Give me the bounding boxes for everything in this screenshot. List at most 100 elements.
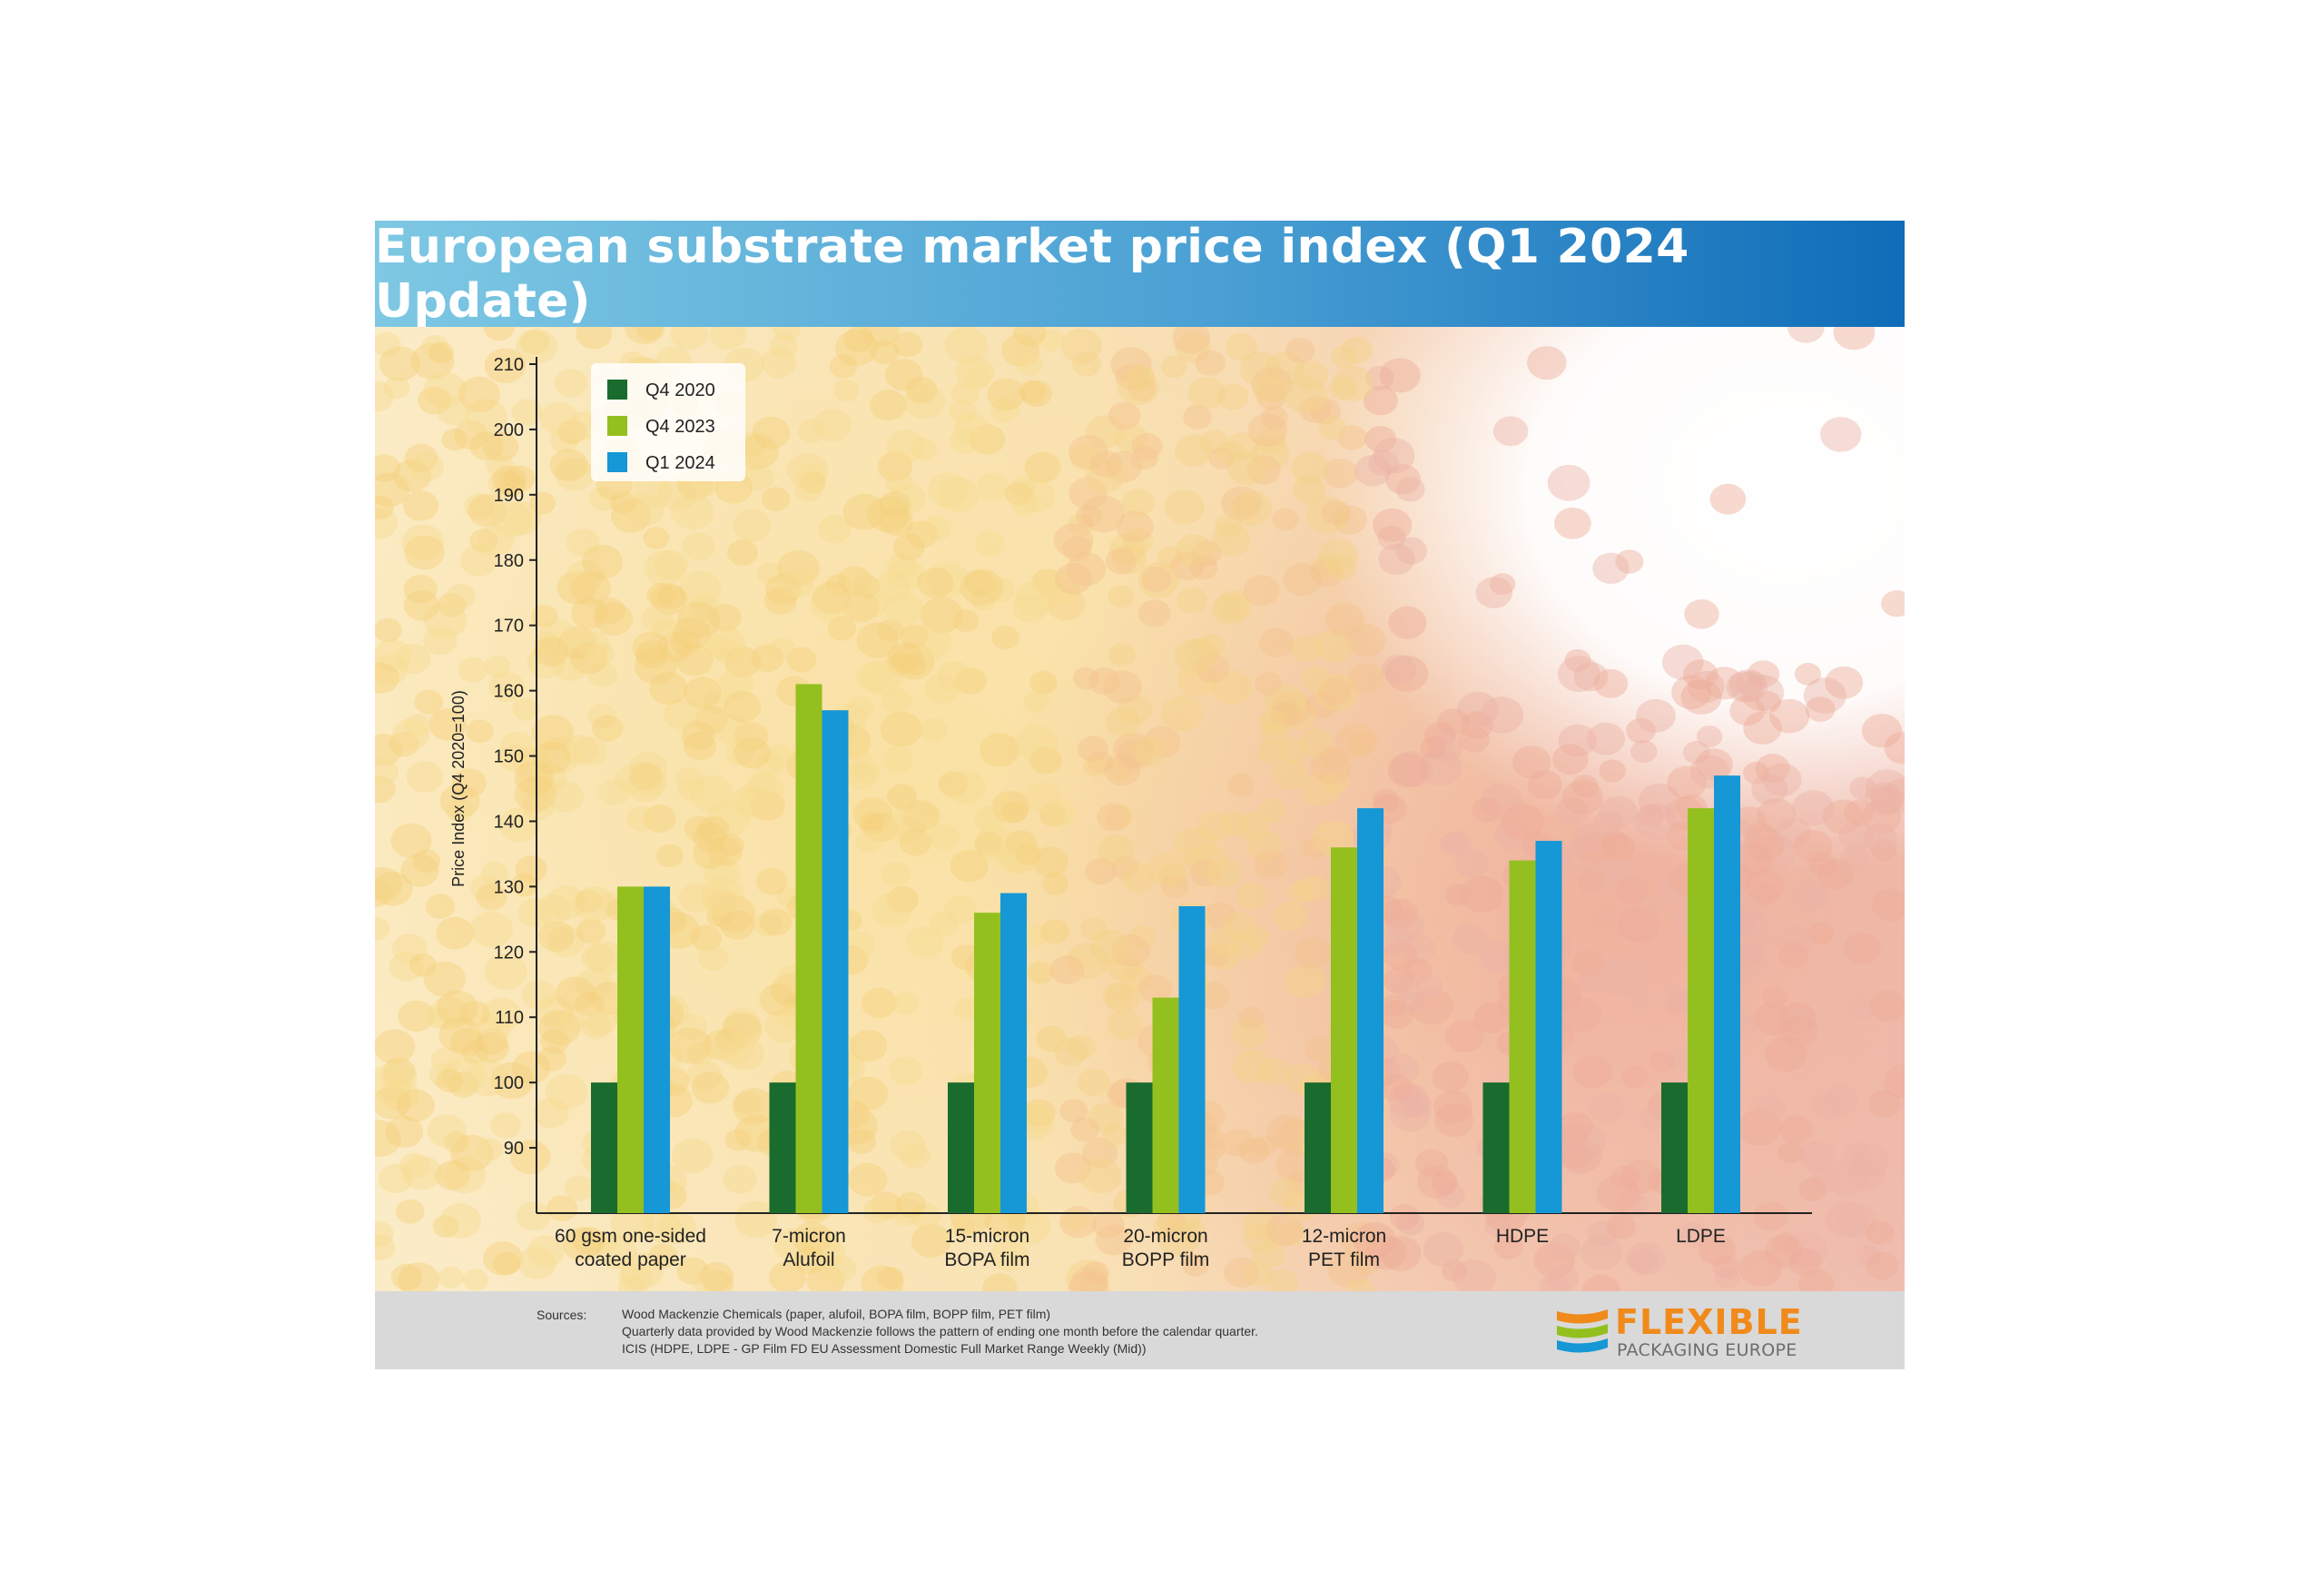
background-bead [812, 581, 851, 614]
title-banner: European substrate market price index (Q… [375, 221, 1905, 329]
background-bead [517, 1246, 556, 1279]
background-bead [1454, 848, 1490, 878]
background-bead [1628, 1248, 1659, 1274]
background-bead [1836, 1203, 1877, 1239]
background-bead [1684, 599, 1719, 629]
background-bead [955, 355, 995, 390]
background-bead [1365, 365, 1394, 390]
background-bead [1558, 724, 1597, 757]
background-bead [492, 1251, 521, 1276]
background-bead [953, 412, 990, 444]
background-bead [1378, 1073, 1412, 1101]
background-bead [618, 1263, 653, 1291]
background-bead [1039, 329, 1065, 351]
x-tick-label: PET film [1308, 1249, 1380, 1270]
background-bead [1868, 1090, 1901, 1118]
y-tick-label: 210 [494, 355, 524, 375]
background-bead [498, 807, 540, 843]
background-bead [1549, 1233, 1581, 1260]
source-line-2: Quarterly data provided by Wood Mackenzi… [622, 1324, 1258, 1338]
background-bead [698, 944, 729, 971]
background-bead [1384, 1053, 1420, 1083]
background-bead [1312, 820, 1354, 856]
background-bead [1798, 1269, 1835, 1291]
background-bead [837, 566, 872, 596]
background-bead [1833, 327, 1876, 351]
background-bead [1557, 1111, 1593, 1142]
background-bead [848, 1076, 889, 1111]
background-bead [1177, 663, 1218, 697]
background-bead [1822, 799, 1864, 834]
background-bead [1012, 327, 1047, 347]
background-bead [558, 626, 597, 659]
background-bead [773, 327, 802, 341]
background-bead [1197, 633, 1226, 658]
background-bead [1072, 667, 1100, 690]
background-bead [1472, 797, 1502, 823]
background-bead [566, 528, 600, 558]
bar [591, 1082, 617, 1213]
background-bead [598, 779, 630, 806]
background-bead [887, 553, 917, 579]
background-bead [693, 823, 726, 852]
background-bead [1090, 929, 1131, 964]
background-bead [1820, 417, 1862, 452]
background-bead [484, 953, 527, 990]
background-bead [512, 697, 539, 721]
background-bead [1788, 878, 1828, 913]
background-bead [926, 561, 970, 598]
background-bead [1563, 1123, 1606, 1160]
background-bead [1410, 988, 1453, 1025]
background-bead [466, 1059, 510, 1097]
background-bead [1387, 753, 1429, 788]
background-bead [1533, 1242, 1575, 1279]
background-bead [1211, 670, 1253, 706]
background-bead [987, 378, 1026, 411]
background-bead [375, 872, 413, 906]
background-bead [734, 722, 769, 752]
background-bead [1138, 974, 1172, 1003]
background-bead [1108, 401, 1141, 430]
background-bead [1027, 961, 1055, 984]
background-bead [1260, 723, 1288, 746]
background-bead [937, 477, 980, 513]
background-bead [1380, 995, 1406, 1018]
background-bead [1793, 830, 1833, 864]
background-bead [389, 731, 419, 757]
background-bead [557, 1009, 586, 1033]
background-bead [676, 601, 721, 639]
background-bead [1108, 643, 1136, 667]
background-bead [1097, 803, 1130, 832]
background-bead [1325, 553, 1357, 580]
background-bead [921, 516, 951, 542]
logo-wordmark: FLEXIBLE [1615, 1302, 1803, 1342]
background-bead [1020, 380, 1052, 408]
background-bead [697, 816, 730, 844]
background-bead [1730, 842, 1773, 879]
background-bead [1008, 1208, 1051, 1245]
background-bead [1239, 351, 1282, 387]
background-bead [1847, 1159, 1886, 1191]
background-bead [1029, 746, 1062, 775]
background-bead [1318, 416, 1347, 440]
background-bead [1111, 544, 1147, 575]
background-bead [1128, 377, 1157, 401]
background-bead [1769, 698, 1810, 734]
background-bead [1323, 459, 1358, 489]
background-bead [1729, 696, 1766, 726]
background-bead [1558, 1122, 1589, 1149]
background-bead [1265, 351, 1305, 386]
background-bead [1176, 587, 1208, 614]
background-bead [414, 689, 444, 715]
background-bead [1870, 839, 1897, 862]
background-bead [564, 1175, 595, 1201]
background-bead [1402, 933, 1436, 963]
background-bead [1666, 1046, 1695, 1071]
background-bead [1363, 386, 1398, 416]
background-bead [856, 661, 891, 692]
chart-title: European substrate market price index (Q… [375, 221, 1689, 329]
background-bead [393, 459, 432, 492]
background-bead [1015, 843, 1042, 865]
background-bead [1739, 1250, 1782, 1287]
background-bead [1705, 667, 1744, 700]
